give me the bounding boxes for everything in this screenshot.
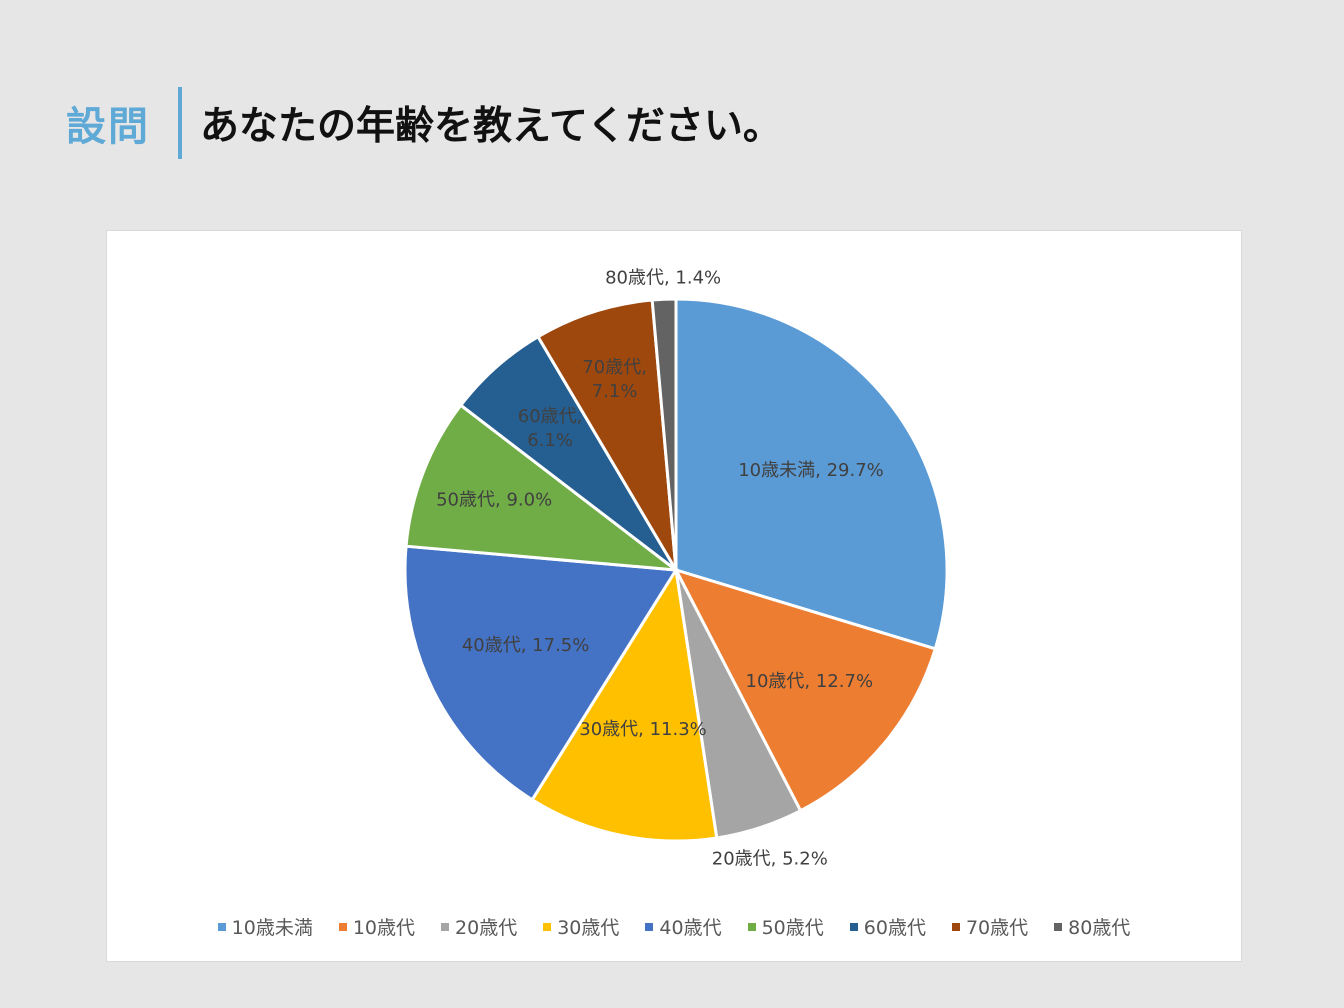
- legend-label-8: 80歳代: [1068, 917, 1131, 939]
- legend-label-7: 70歳代: [965, 917, 1029, 939]
- chart-legend: 10歳未満 10歳代 20歳代 30歳代 40歳代 50歳代 60歳代 70歳代 80歳代: [107, 913, 1241, 940]
- legend-label-3: 30歳代: [557, 917, 620, 939]
- legend-swatch-7: [951, 922, 960, 931]
- data-label-7: 70歳代, 7.1%: [582, 357, 647, 402]
- pie-slice-4: [403, 544, 679, 802]
- data-label-1: 10歳代, 12.7%: [746, 671, 874, 692]
- legend-item-0: 10歳未満: [217, 913, 313, 940]
- data-label-3: 30歳代, 11.3%: [579, 719, 707, 740]
- slide-header: 設問 あなたの年齢を教えてください。: [66, 86, 782, 160]
- legend-item-6: 60歳代: [849, 913, 926, 940]
- pie-slice-8: [650, 297, 678, 571]
- legend-item-1: 10歳代: [338, 913, 416, 940]
- legend-swatch-2: [441, 922, 450, 931]
- legend-label-0: 10歳未満: [231, 917, 313, 939]
- pie-slice-7: [535, 298, 678, 571]
- data-label-5: 50歳代, 9.0%: [436, 489, 552, 510]
- legend-swatch-3: [543, 922, 552, 931]
- legend-swatch-8: [1054, 922, 1063, 931]
- data-label-6: 60歳代, 6.1%: [518, 406, 583, 451]
- question-tag: 設問: [66, 104, 150, 150]
- legend-label-1: 10歳代: [352, 917, 416, 939]
- legend-item-4: 40歳代: [645, 913, 722, 940]
- legend-item-3: 30歳代: [543, 913, 619, 940]
- legend-swatch-4: [645, 922, 654, 931]
- data-label-8: 80歳代, 1.4%: [605, 268, 721, 289]
- legend-label-6: 60歳代: [863, 917, 926, 939]
- legend-item-7: 70歳代: [951, 913, 1029, 940]
- pie-slice-1: [673, 567, 938, 813]
- question-title: あなたの年齢を教えてください。: [200, 104, 782, 149]
- legend-item-5: 50歳代: [747, 913, 824, 940]
- legend-label-2: 20歳代: [455, 917, 518, 939]
- pie-chart: 10歳未満, 29.7% 10歳代, 12.7% 20歳代, 5.2% 30歳代, 1…: [403, 268, 949, 870]
- legend-swatch-0: [217, 922, 226, 931]
- legend-swatch-1: [338, 922, 347, 931]
- pie-slice-3: [530, 565, 719, 843]
- legend-item-8: 80歳代: [1054, 913, 1130, 940]
- chart-area: 10歳未満, 29.7% 10歳代, 12.7% 20歳代, 5.2% 30歳代, 1…: [106, 230, 1242, 962]
- pie-slice-5: [404, 403, 682, 572]
- legend-swatch-6: [849, 922, 858, 931]
- data-label-4: 40歳代, 17.5%: [462, 635, 590, 656]
- legend-item-2: 20歳代: [441, 913, 517, 940]
- data-label-2: 20歳代, 5.2%: [712, 849, 828, 870]
- legend-label-4: 40歳代: [659, 917, 722, 939]
- data-label-0: 10歳未満, 29.7%: [738, 460, 884, 481]
- legend-label-5: 50歳代: [761, 917, 824, 939]
- legend-swatch-5: [747, 922, 756, 931]
- header-divider: [178, 87, 182, 159]
- pie-slice-0: [674, 297, 949, 651]
